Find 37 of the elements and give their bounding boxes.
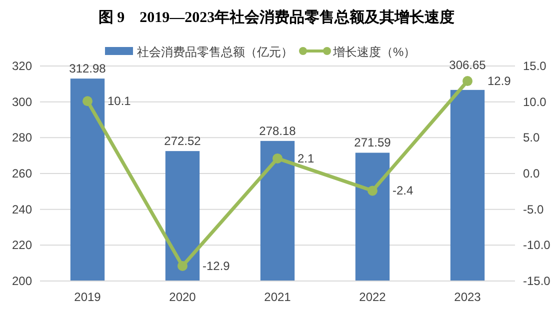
- x-tick-label: 2020: [169, 290, 196, 304]
- point: [82, 96, 92, 106]
- y2-tick-label: 15.0: [523, 59, 547, 73]
- legend-label: 社会消费品零售总额（亿元）: [137, 45, 293, 59]
- chart-title: 图 9 2019—2023年社会消费品零售总额及其增长速度: [98, 8, 455, 26]
- y-tick-label: 240: [12, 202, 32, 216]
- y-tick-label: 300: [12, 94, 32, 109]
- legend-label: 增长速度（%）: [332, 45, 416, 59]
- point: [272, 153, 282, 164]
- data-label: -2.4: [392, 184, 414, 198]
- data-label: 272.52: [164, 134, 202, 148]
- y-tick-label: 260: [12, 166, 32, 180]
- data-label: 312.98: [69, 62, 106, 76]
- y2-tick-label: 5.0: [523, 130, 540, 145]
- y-tick-label: 200: [12, 274, 32, 288]
- y2-tick-label: 0.0: [523, 166, 540, 180]
- x-tick-label: 2023: [454, 290, 482, 304]
- y2-tick-label: -5.0: [523, 202, 544, 216]
- point: [462, 76, 472, 86]
- data-label: 12.9: [488, 74, 512, 88]
- data-label: 2.1: [298, 151, 315, 166]
- y-tick-label: 320: [12, 59, 32, 73]
- y2-tick-label: -15.0: [523, 274, 551, 288]
- y2-tick-label: 10.0: [523, 94, 547, 109]
- x-tick-label: 2019: [74, 290, 102, 304]
- y-tick-label: 220: [12, 238, 32, 252]
- data-label: 10.1: [108, 94, 132, 108]
- data-label: 278.18: [259, 124, 296, 138]
- x-tick-label: 2021: [264, 290, 292, 304]
- data-label: 271.59: [354, 136, 392, 150]
- point: [178, 260, 188, 271]
- y2-tick-label: -10.0: [523, 238, 551, 252]
- data-label: 306.65: [449, 58, 486, 72]
- point: [368, 186, 378, 196]
- data-label: -12.9: [202, 258, 230, 273]
- x-tick-label: 2022: [359, 290, 386, 304]
- y-tick-label: 280: [12, 130, 32, 145]
